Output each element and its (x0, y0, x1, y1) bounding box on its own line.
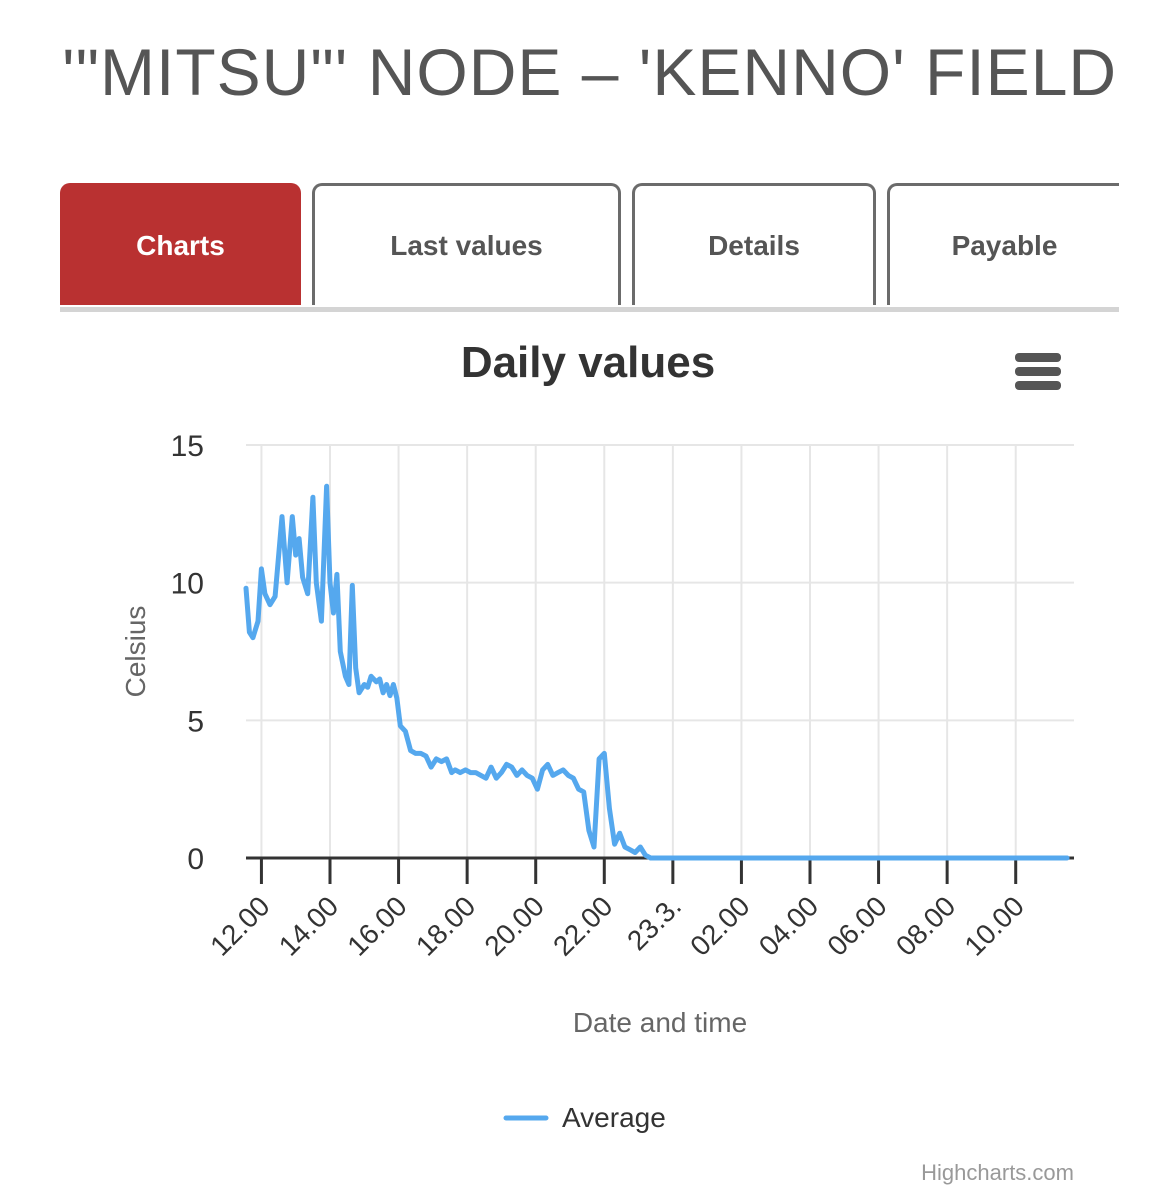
x-tick-label: 16.00 (341, 890, 412, 961)
x-tick-label: 20.00 (478, 890, 549, 961)
tab-details[interactable]: Details (632, 183, 876, 305)
x-tick-label: 04.00 (753, 890, 824, 961)
x-tick-label: 08.00 (890, 890, 961, 961)
chart-title: Daily values (460, 338, 716, 387)
x-tick-label: 12.00 (204, 890, 275, 961)
tab-payable[interactable]: Payable (887, 183, 1119, 305)
x-axis-title: Date and time (573, 1007, 747, 1038)
x-tick-label: 18.00 (410, 890, 481, 961)
tab-bar: Charts Last values Details Payable (60, 183, 1119, 307)
tab-charts[interactable]: Charts (60, 183, 301, 305)
legend-label-average: Average (562, 1102, 666, 1133)
hamburger-menu-icon[interactable] (1013, 351, 1063, 393)
y-tick-label: 5 (187, 705, 204, 738)
tab-last-values[interactable]: Last values (312, 183, 621, 305)
y-tick-label: 10 (171, 568, 204, 601)
series-line-average (243, 483, 1070, 861)
x-tick-label: 22.00 (547, 890, 618, 961)
x-tick-label: 23.3. (621, 890, 687, 956)
x-tick-label: 02.00 (684, 890, 755, 961)
x-tick-label: 06.00 (821, 890, 892, 961)
y-tick-label: 0 (187, 843, 204, 876)
x-tick-label: 14.00 (273, 890, 344, 961)
y-tick-label: 15 (171, 430, 204, 463)
credits-link[interactable]: Highcharts.com (921, 1160, 1074, 1185)
tab-underline (60, 307, 1119, 312)
y-axis-title: Celsius (120, 606, 151, 698)
x-tick-label: 10.00 (958, 890, 1029, 961)
page-title: '"MITSU"' NODE – 'KENNO' FIELD (62, 35, 1118, 109)
